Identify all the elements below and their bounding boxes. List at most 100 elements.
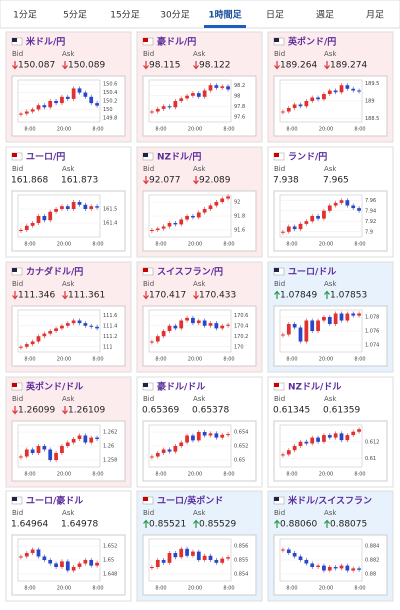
flag-mark [143,153,148,157]
tab[interactable]: 15分足 [110,10,139,21]
pair-name[interactable]: ユーロ/英ポンド [157,495,223,507]
ask-label: Ask [324,165,337,173]
candle-body [36,336,41,342]
candle-body [179,219,184,225]
tab[interactable]: 30分足 [160,10,189,21]
candle-body [71,567,76,571]
candle-body [196,551,201,560]
x-tick-label: 8:00 [223,472,234,478]
bid-label: Bid [12,50,23,58]
candle-body [95,326,99,329]
tab[interactable]: 日足 [266,10,284,21]
bid-label: Bid [143,165,154,173]
candle-body [30,549,35,553]
candle-body [339,565,344,569]
tab[interactable]: 月足 [366,10,384,21]
pair-name[interactable]: カナダドル/円 [26,266,83,278]
y-tick-label: 0.61 [365,456,376,462]
candle-body [226,196,230,199]
pair-name[interactable]: 豪ドル/円 [157,36,196,48]
tab[interactable]: 週足 [316,10,334,21]
candle-body [281,111,285,113]
arrow-icon [143,176,149,185]
ask-label: Ask [324,280,337,288]
candle-body [173,223,178,225]
candle-body [71,439,76,443]
candle-body [161,331,166,337]
candle-body [155,108,160,112]
tab[interactable]: 1時間足 [208,9,242,21]
candle-body [298,556,303,560]
arrow-icon [193,176,199,185]
candle-body [161,106,166,109]
ask-value: 0.61359 [323,406,360,416]
tab[interactable]: 5分足 [63,10,87,21]
bid-label: Bid [12,395,23,403]
candle-body [36,105,41,110]
pair-name[interactable]: 米ドル/円 [25,36,65,48]
bid-label: Bid [12,280,23,288]
x-tick-label: 8:00 [223,127,234,133]
x-tick-label: 8:00 [24,586,35,592]
candle-body [292,226,297,230]
pair-name[interactable]: ユーロ/豪ドル [26,495,83,507]
ask-value: 0.85529 [199,520,236,530]
candle-body [345,435,350,441]
candle-body [310,563,315,567]
x-tick-label: 8:00 [223,586,234,592]
x-tick-label: 8:00 [24,127,35,133]
plot-frame [279,194,363,238]
bid-value: 92.077 [149,176,181,186]
pair-name[interactable]: 豪ドル/ドル [157,381,205,393]
x-tick-label: 8:00 [155,586,166,592]
candle-body [304,560,309,564]
candle-body [304,221,309,224]
y-tick-label: 92 [234,200,240,206]
candle-body [65,323,70,326]
y-tick-label: 0.654 [234,430,248,436]
pair-name[interactable]: ユーロ/ドル [288,267,336,278]
candle-body [71,88,76,99]
candle-body [339,313,344,321]
bid-label: Bid [143,280,154,288]
ask-label: Ask [193,50,206,58]
pair-name[interactable]: 英ポンド/円 [287,36,336,48]
candle-body [196,320,201,324]
pair-name[interactable]: NZドル/円 [157,152,201,163]
pair-name[interactable]: 米ドル/スイスフラン [287,495,372,507]
candle-body [48,560,53,564]
pair-name[interactable]: ランド/円 [288,152,327,163]
chart-box [273,305,388,367]
pair-name[interactable]: 英ポンド/ドル [25,381,83,393]
candle-body [226,434,230,436]
ask-value: 0.65378 [192,406,229,416]
pair-name[interactable]: スイスフラン/円 [157,267,223,278]
arrow-icon [274,519,280,528]
candle-body [77,435,82,439]
pair-name[interactable]: NZドル/ドル [288,382,341,393]
candle-body [292,446,297,451]
bid-value: 150.087 [18,61,55,71]
x-tick-label: 8:00 [92,242,103,248]
x-tick-label: 20:00 [57,472,71,478]
bid-label: Bid [274,50,285,58]
tab[interactable]: 1分足 [13,10,37,21]
ask-label: Ask [193,509,206,517]
pair-name[interactable]: ユーロ/円 [26,152,65,163]
candle-body [310,437,315,444]
